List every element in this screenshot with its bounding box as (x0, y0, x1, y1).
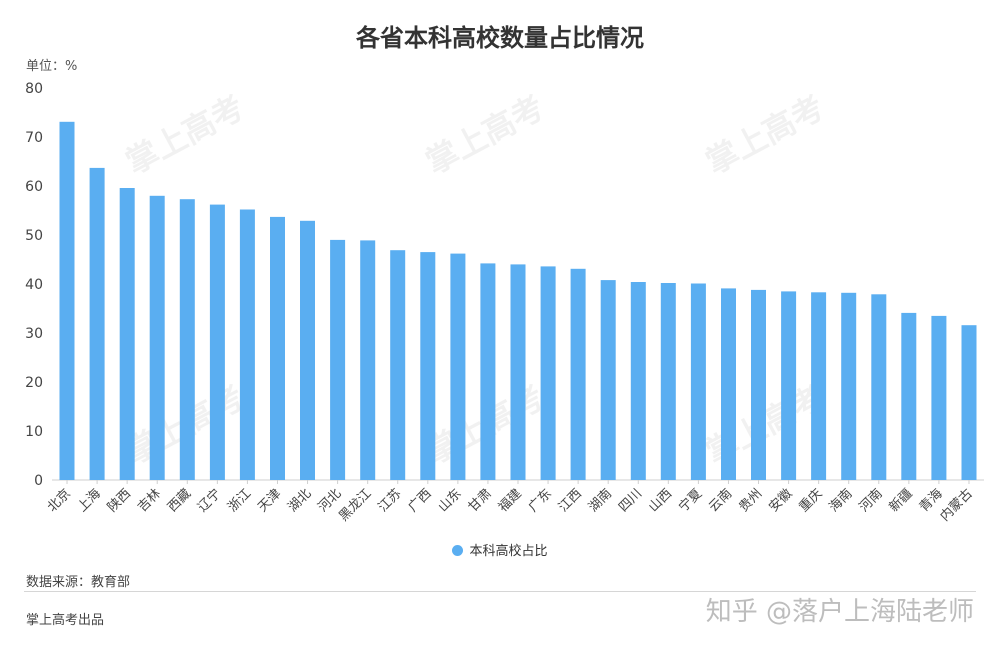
x-tick-label: 广西 (406, 486, 435, 515)
y-tick-label: 60 (25, 179, 43, 195)
x-tick-label: 山东 (436, 486, 465, 515)
divider (24, 591, 976, 592)
x-tick-label: 江苏 (375, 486, 405, 516)
bar-16[interactable] (540, 266, 556, 480)
author-credit: 知乎 @落户上海陆老师 (705, 597, 974, 627)
x-tick-label: 北京 (45, 486, 74, 515)
bar-11[interactable] (390, 250, 406, 480)
x-tick-label: 云南 (706, 486, 736, 516)
bar-2[interactable] (119, 188, 135, 480)
bar-6[interactable] (239, 209, 255, 481)
x-tick-label: 江西 (556, 486, 585, 515)
x-tick-label: 福建 (496, 486, 525, 515)
bar-29[interactable] (931, 315, 947, 480)
chart-title: 各省本科高校数量占比情况 (356, 24, 644, 52)
bar-21[interactable] (690, 283, 706, 481)
bar-4[interactable] (179, 199, 195, 480)
x-tick-label: 陕西 (105, 486, 134, 515)
bar-20[interactable] (660, 283, 676, 480)
bar-12[interactable] (420, 252, 436, 480)
x-tick-label: 西藏 (165, 486, 194, 515)
x-tick-label: 山西 (646, 486, 675, 515)
x-tick-label: 安徽 (766, 486, 795, 515)
bar-28[interactable] (901, 312, 917, 480)
bar-7[interactable] (270, 216, 285, 480)
legend-label: 本科高校占比 (469, 544, 548, 559)
bar-24[interactable] (781, 291, 797, 480)
bar-14[interactable] (480, 263, 496, 480)
y-unit-label: 单位：% (26, 59, 78, 74)
y-tick-label: 40 (25, 277, 43, 293)
x-tick-label: 河南 (856, 486, 886, 516)
bar-9[interactable] (330, 239, 346, 480)
y-tick-label: 20 (25, 375, 43, 391)
bar-17[interactable] (570, 268, 586, 480)
y-tick-label: 10 (25, 424, 43, 440)
x-tick-label: 上海 (75, 486, 104, 515)
x-tick-label: 辽宁 (194, 486, 224, 516)
x-tick-label: 广东 (526, 486, 555, 515)
x-tick-label: 浙江 (225, 486, 254, 515)
x-tick-label: 宁夏 (676, 486, 706, 516)
bar-10[interactable] (360, 240, 376, 480)
bar-22[interactable] (721, 288, 736, 480)
x-tick-label: 黑龙江 (336, 486, 374, 524)
x-tick-label: 内蒙古 (937, 486, 976, 525)
publisher-credit: 掌上高考出品 (26, 613, 105, 628)
y-tick-label: 50 (25, 228, 43, 244)
x-tick-label: 甘肃 (466, 486, 495, 515)
x-tick-label: 湖北 (285, 486, 314, 515)
bar-25[interactable] (811, 292, 827, 480)
x-tick-label: 新疆 (886, 486, 916, 516)
x-tick-label: 海南 (826, 486, 856, 516)
x-tick-label: 吉林 (135, 486, 164, 515)
x-tick-label: 重庆 (796, 486, 826, 516)
y-tick-label: 70 (25, 130, 43, 146)
bar-5[interactable] (209, 204, 225, 480)
bar-18[interactable] (600, 280, 616, 480)
bar-15[interactable] (510, 264, 526, 480)
data-source: 数据来源：教育部 (26, 575, 131, 590)
y-tick-label: 30 (25, 326, 43, 342)
bar-0[interactable] (59, 121, 75, 481)
y-tick-label: 80 (25, 81, 43, 97)
bar-1[interactable] (89, 167, 105, 480)
bar-13[interactable] (450, 253, 466, 480)
bar-8[interactable] (300, 220, 315, 481)
bar-19[interactable] (630, 282, 646, 480)
x-tick-label: 湖南 (585, 486, 615, 516)
legend: 本科高校占比 (0, 540, 1000, 559)
y-tick-label: 0 (34, 473, 43, 489)
legend-marker-icon (452, 545, 464, 556)
x-tick-label: 天津 (255, 486, 284, 515)
x-tick-label: 四川 (616, 486, 645, 515)
bar-26[interactable] (841, 292, 857, 480)
bar-30[interactable] (961, 325, 977, 480)
bar-27[interactable] (871, 294, 887, 480)
x-tick-label: 贵州 (736, 486, 765, 515)
bar-23[interactable] (751, 289, 766, 480)
bar-3[interactable] (149, 195, 165, 481)
